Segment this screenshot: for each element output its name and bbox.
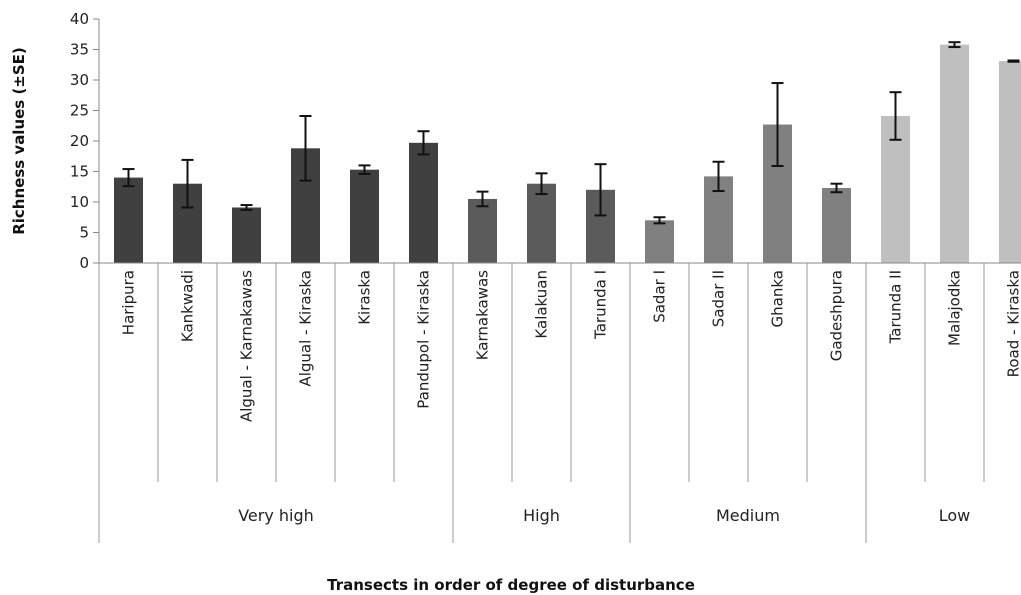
category-axis-grid — [98, 263, 985, 543]
error-bar — [1007, 59, 1020, 63]
category-label: Algual - Kiraska — [297, 270, 315, 387]
error-bar — [417, 130, 430, 156]
error-bar — [594, 163, 607, 217]
bar — [645, 220, 674, 263]
error-bars — [122, 41, 1020, 225]
y-tick-label: 0 — [79, 254, 89, 272]
category-label: Karnakawas — [474, 270, 492, 360]
bar — [350, 169, 379, 263]
bar — [822, 187, 851, 263]
y-tick-label: 15 — [70, 163, 89, 181]
error-bar — [476, 190, 489, 208]
y-tick-label: 30 — [70, 71, 89, 89]
y-tick-label: 5 — [79, 224, 89, 242]
category-label: Tarunda II — [887, 270, 905, 344]
category-label: Kiraska — [356, 270, 374, 325]
category-label: Haripura — [120, 270, 138, 335]
y-axis-ticks: 0 5 10 15 20 25 30 35 40 — [70, 10, 99, 272]
error-bar — [653, 216, 666, 225]
bar — [940, 44, 969, 264]
error-bar — [122, 168, 135, 188]
error-bar — [535, 172, 548, 196]
error-bar — [948, 41, 961, 49]
bar — [114, 177, 143, 263]
error-bar — [712, 160, 725, 193]
error-bar — [889, 91, 902, 141]
category-label: Gadeshpura — [828, 270, 846, 361]
category-label: Ghanka — [769, 270, 787, 327]
category-label: Kankwadi — [179, 270, 197, 342]
error-bar — [358, 164, 371, 175]
x-axis-title: Transects in order of degree of disturba… — [327, 576, 695, 594]
category-labels: Haripura Kankwadi Algual - Karnakawas Algua… — [120, 270, 1021, 422]
bar — [999, 61, 1021, 264]
bar — [409, 142, 438, 263]
y-tick-label: 40 — [70, 10, 89, 28]
y-axis-title: Richness values (±SE) — [10, 47, 28, 235]
y-tick-label: 10 — [70, 193, 89, 211]
category-label: Sadar I — [651, 270, 669, 323]
error-bar — [240, 204, 253, 211]
group-label: Very high — [238, 506, 314, 525]
y-tick-label: 25 — [70, 102, 89, 120]
category-label: Pandupol - Kiraska — [415, 270, 433, 409]
group-labels: Very high High Medium Low — [238, 506, 970, 525]
error-bar — [299, 114, 312, 182]
category-label: Road - Kiraska — [1005, 270, 1021, 377]
error-bar — [181, 158, 194, 209]
category-label: Algual - Karnakawas — [238, 270, 256, 422]
group-label: Low — [939, 506, 971, 525]
bar — [232, 207, 261, 263]
bars — [114, 44, 1021, 264]
y-tick-label: 20 — [70, 132, 89, 150]
category-label: Tarunda I — [592, 270, 610, 340]
bar — [468, 198, 497, 263]
group-label: Medium — [716, 506, 780, 525]
y-tick-label: 35 — [70, 41, 89, 59]
category-label: Sadar II — [710, 270, 728, 327]
bar — [527, 183, 556, 263]
category-label: Malajodka — [946, 270, 964, 346]
category-label: Kalakuan — [533, 270, 551, 339]
error-bar — [771, 82, 784, 168]
group-label: High — [523, 506, 560, 525]
error-bar — [830, 182, 843, 194]
